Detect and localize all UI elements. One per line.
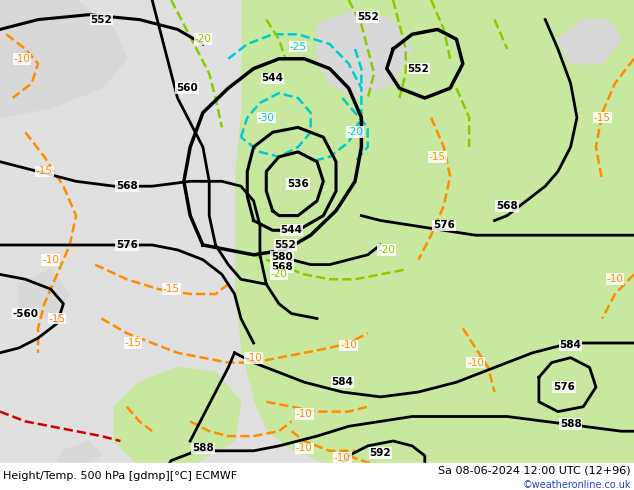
Text: -20: -20 [347,127,363,137]
Text: Height/Temp. 500 hPa [gdmp][°C] ECMWF: Height/Temp. 500 hPa [gdmp][°C] ECMWF [3,471,237,481]
Text: 576: 576 [116,240,138,250]
Text: -15: -15 [49,314,65,323]
Text: -20: -20 [378,245,395,255]
Text: -10: -10 [334,453,351,463]
Text: 584: 584 [560,341,581,350]
Text: -10: -10 [14,54,30,64]
Text: -560: -560 [12,309,39,318]
Bar [0,463,634,490]
Polygon shape [526,377,583,416]
Polygon shape [235,0,634,470]
Text: -25: -25 [290,42,306,51]
Text: 580: 580 [271,252,293,262]
Text: -15: -15 [594,113,611,122]
Polygon shape [114,368,241,466]
Text: -10: -10 [245,353,262,363]
Text: -15: -15 [163,284,179,294]
Text: -20: -20 [271,270,287,279]
Text: ©weatheronline.co.uk: ©weatheronline.co.uk [522,480,631,490]
Text: -10: -10 [296,409,313,419]
Text: 560: 560 [176,83,198,93]
Text: 552: 552 [91,15,112,24]
Text: 552: 552 [408,64,429,74]
Polygon shape [19,270,70,318]
Text: -10: -10 [467,358,484,368]
Text: 568: 568 [116,181,138,191]
Polygon shape [57,441,101,465]
Text: 544: 544 [262,74,283,83]
Text: 576: 576 [433,220,455,230]
Text: 568: 568 [271,262,293,272]
Text: -10: -10 [296,443,313,453]
Text: -10: -10 [340,341,357,350]
Text: -30: -30 [258,113,275,122]
Text: 592: 592 [370,448,391,458]
Polygon shape [0,0,127,118]
Text: -15: -15 [429,152,446,162]
Text: 568: 568 [496,201,518,211]
Text: 588: 588 [560,419,581,429]
Polygon shape [317,10,412,98]
Text: 544: 544 [281,225,302,235]
Text: 536: 536 [287,179,309,189]
Text: -20: -20 [195,34,211,44]
Text: 552: 552 [275,240,296,250]
Polygon shape [558,20,621,64]
Text: -10: -10 [42,255,59,265]
Text: 576: 576 [553,382,575,392]
Text: -10: -10 [607,274,623,284]
Text: -15: -15 [125,338,141,348]
Text: 584: 584 [332,377,353,387]
Polygon shape [0,0,330,470]
Text: 588: 588 [192,443,214,453]
Text: Sa 08-06-2024 12:00 UTC (12+96): Sa 08-06-2024 12:00 UTC (12+96) [438,466,631,475]
Text: -15: -15 [36,167,53,176]
Text: 552: 552 [357,12,378,22]
